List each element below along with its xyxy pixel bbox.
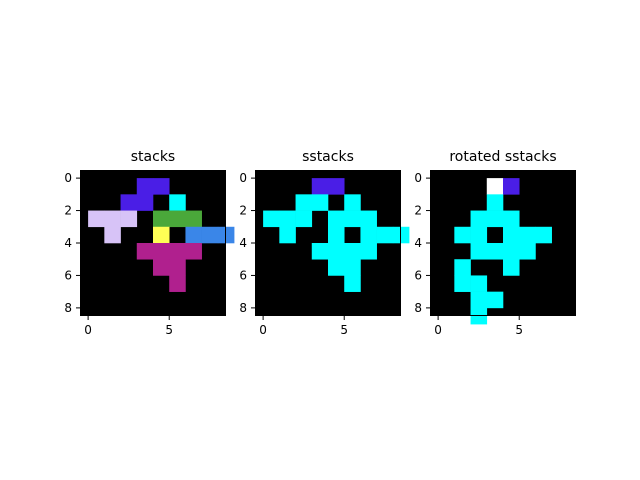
panel-title: sstacks	[302, 149, 354, 165]
x-tick-label: 0	[84, 323, 92, 337]
heatmap-cell	[185, 243, 202, 260]
heatmap-cell	[153, 178, 170, 195]
heatmap-cell	[486, 243, 504, 260]
heatmap-cell	[376, 226, 394, 244]
heatmap-cell	[454, 275, 471, 292]
heatmap-cell	[486, 194, 504, 211]
heatmap-cell	[136, 178, 154, 195]
y-tick-label: 6	[64, 268, 72, 282]
panel-frame	[80, 170, 226, 316]
heatmap-cell	[153, 210, 170, 228]
heatmap-cell	[169, 259, 186, 276]
y-tick-label: 8	[239, 301, 247, 315]
heatmap-cell	[486, 178, 504, 195]
y-tick-label: 0	[239, 171, 247, 185]
y-tick-label: 4	[414, 236, 422, 250]
heatmap-cell	[153, 259, 170, 276]
x-tick-label: 5	[340, 323, 348, 337]
heatmap-cell	[470, 275, 488, 292]
heatmap-cell	[217, 226, 235, 244]
panel-title: stacks	[131, 149, 175, 165]
heatmap-cell	[153, 243, 170, 260]
heatmap-cell	[185, 226, 202, 244]
heatmap-cell	[153, 226, 170, 244]
heatmap-cell	[535, 226, 552, 244]
panel-3: 0 5 0 2 4 6 8 rotated sstacks	[414, 149, 576, 337]
heatmap-cell	[470, 307, 488, 325]
heatmap-cell	[328, 259, 345, 276]
heatmap-cell	[104, 226, 121, 244]
heatmap-cell	[88, 210, 105, 228]
heatmap-cell	[201, 226, 219, 244]
heatmap-cell	[486, 291, 504, 309]
heatmap-cell	[360, 243, 377, 260]
heatmap-cell	[169, 210, 186, 228]
heatmap-cell	[136, 194, 154, 211]
heatmap-cell	[503, 259, 520, 276]
panel-2: 0 5 0 2 4 6 8 sstacks	[239, 149, 410, 337]
y-tick-label: 4	[239, 236, 247, 250]
heatmap-cell	[503, 178, 520, 195]
heatmap-cell	[503, 243, 520, 260]
heatmap-cell	[470, 226, 488, 244]
heatmap-cell	[120, 210, 138, 228]
y-tick-label: 2	[64, 204, 72, 218]
panel-frame	[430, 170, 576, 316]
y-tick-label: 2	[414, 204, 422, 218]
heatmap-cell	[311, 243, 329, 260]
heatmap-cell	[486, 210, 504, 228]
x-tick-label: 5	[165, 323, 173, 337]
y-tick-label: 6	[239, 268, 247, 282]
x-tick-label: 5	[515, 323, 523, 337]
heatmap-cell	[328, 226, 345, 244]
panel-1: 0 5 0 2 4 6 8 stacks	[64, 149, 235, 337]
heatmap-cell	[344, 194, 361, 211]
heatmap-cell	[328, 210, 345, 228]
heatmap-cell	[470, 210, 488, 228]
heatmap-cell	[328, 243, 345, 260]
heatmap-cell	[169, 275, 186, 292]
y-tick-label: 0	[64, 171, 72, 185]
heatmap-cell	[169, 243, 186, 260]
x-tick-label: 0	[259, 323, 267, 337]
heatmap-cell	[454, 226, 471, 244]
heatmap-cell	[454, 259, 471, 276]
heatmap-cell	[503, 210, 520, 228]
heatmap-cell	[470, 243, 488, 260]
heatmap-cell	[470, 291, 488, 309]
heatmap-cell	[519, 243, 536, 260]
y-tick-label: 0	[414, 171, 422, 185]
heatmap-cell	[344, 243, 361, 260]
x-tick-label: 0	[434, 323, 442, 337]
heatmap-cell	[344, 259, 361, 276]
panel-frame	[255, 170, 401, 316]
panel-title: rotated sstacks	[449, 149, 556, 165]
y-tick-label: 6	[414, 268, 422, 282]
heatmap-cell	[519, 226, 536, 244]
heatmap-cell	[311, 178, 329, 195]
heatmap-cell	[344, 275, 361, 292]
heatmap-cell	[104, 210, 121, 228]
heatmap-cell	[263, 210, 280, 228]
heatmap-cell	[311, 194, 329, 211]
heatmap-cell	[392, 226, 410, 244]
heatmap-cell	[169, 194, 186, 211]
heatmap-cell	[279, 210, 296, 228]
heatmap-cell	[120, 194, 138, 211]
heatmap-cell	[503, 226, 520, 244]
y-tick-label: 8	[414, 301, 422, 315]
y-tick-label: 8	[64, 301, 72, 315]
heatmap-cell	[360, 210, 377, 228]
heatmap-cell	[328, 178, 345, 195]
heatmap-cell	[295, 194, 313, 211]
heatmap-cell	[360, 226, 377, 244]
heatmap-cell	[295, 210, 313, 228]
y-tick-label: 4	[64, 236, 72, 250]
y-tick-label: 2	[239, 204, 247, 218]
heatmap-cell	[279, 226, 296, 244]
heatmap-cell	[185, 210, 202, 228]
heatmap-cell	[136, 243, 154, 260]
heatmap-cell	[344, 210, 361, 228]
